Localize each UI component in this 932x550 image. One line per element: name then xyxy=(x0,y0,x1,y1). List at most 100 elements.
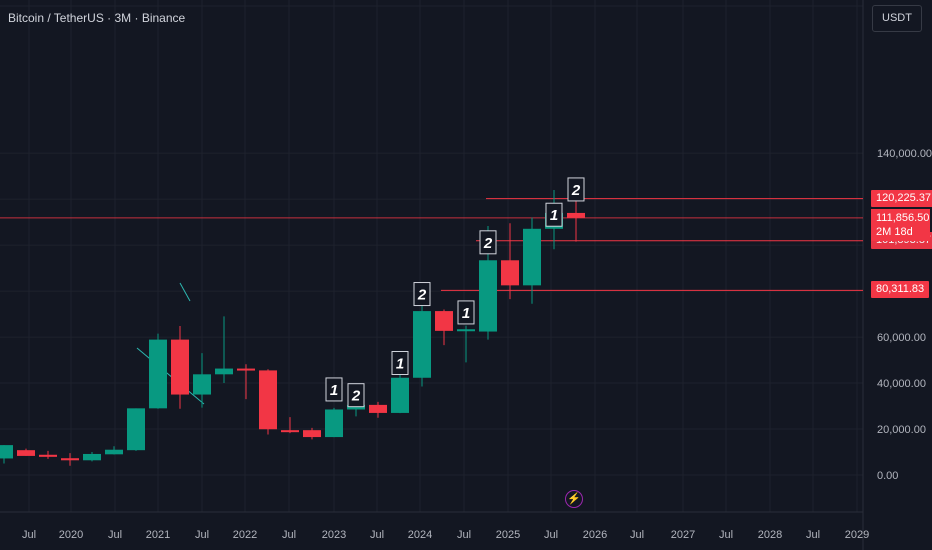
price-tick-label: 40,000.00 xyxy=(877,378,926,390)
candle-body xyxy=(0,445,13,459)
candle-body xyxy=(567,212,585,218)
lightning-icon[interactable]: ⚡ xyxy=(565,490,583,508)
candle-body xyxy=(83,453,101,461)
level-low-tag: 80,311.83 xyxy=(871,281,930,299)
candle[interactable] xyxy=(237,364,255,400)
wave-label[interactable]: 2 xyxy=(413,282,431,307)
time-tick-label: Jul xyxy=(370,529,384,541)
candle[interactable] xyxy=(391,372,409,414)
candle[interactable] xyxy=(171,326,189,409)
candle[interactable] xyxy=(17,448,35,456)
symbol-title[interactable]: Bitcoin / TetherUS · 3M · Binance xyxy=(8,11,186,25)
time-tick-label: 2029 xyxy=(845,529,869,541)
candle[interactable] xyxy=(193,353,211,408)
wave-label-text: 1 xyxy=(330,382,338,399)
time-tick-label: 2021 xyxy=(146,529,170,541)
wave-label[interactable]: 1 xyxy=(457,300,475,325)
countdown-label: 2M 18d xyxy=(876,225,913,238)
time-tick-label: Jul xyxy=(108,529,122,541)
candle-body xyxy=(193,374,211,395)
candle-body xyxy=(281,430,299,433)
candle-body xyxy=(17,450,35,456)
candle-body xyxy=(105,449,123,455)
candle-body xyxy=(61,458,79,461)
candle-body xyxy=(523,228,541,286)
candle-body xyxy=(39,454,57,457)
wave-label[interactable]: 2 xyxy=(479,230,497,255)
candle[interactable] xyxy=(127,408,145,451)
candle-body xyxy=(413,311,431,378)
time-tick-label: 2027 xyxy=(671,529,695,541)
wave-label-box xyxy=(391,351,409,376)
candle-body xyxy=(237,368,255,371)
time-tick-label: 2028 xyxy=(758,529,782,541)
candle-body xyxy=(391,377,409,413)
current-price-tag: 111,856.50 2M 18d xyxy=(871,208,930,241)
candle-body xyxy=(325,409,343,438)
time-tick-label: Jul xyxy=(282,529,296,541)
wave-label-box xyxy=(457,300,475,325)
wave-label-text: 1 xyxy=(396,356,404,373)
candle[interactable] xyxy=(61,453,79,466)
wave-label-box xyxy=(325,377,343,402)
candle[interactable] xyxy=(501,223,519,300)
time-tick-label: 2025 xyxy=(496,529,520,541)
candle[interactable] xyxy=(325,407,343,438)
wave-label[interactable]: 1 xyxy=(325,377,343,402)
wave-label-box xyxy=(545,202,563,227)
wave-label[interactable]: 1 xyxy=(545,202,563,227)
time-tick-label: 2022 xyxy=(233,529,257,541)
wave-label[interactable]: 2 xyxy=(347,383,365,408)
candle-body xyxy=(259,370,277,430)
wave-label-box xyxy=(347,383,365,408)
wave-label-text: 1 xyxy=(550,207,558,224)
wave-label-text: 2 xyxy=(417,287,427,304)
wave-label[interactable]: 2 xyxy=(567,177,585,202)
wave-label-text: 2 xyxy=(483,235,493,252)
time-tick-label: Jul xyxy=(544,529,558,541)
candle-body xyxy=(149,339,167,409)
wave-label-box xyxy=(567,177,585,202)
candle[interactable] xyxy=(105,446,123,455)
wave-label-text: 2 xyxy=(351,388,361,405)
candle-body xyxy=(303,430,321,438)
candle-body xyxy=(127,408,145,451)
time-tick-label: 2024 xyxy=(408,529,432,541)
trend-line[interactable] xyxy=(179,282,191,302)
candle-body xyxy=(215,368,233,375)
wave-label[interactable]: 1 xyxy=(391,351,409,376)
price-tick-label: 20,000.00 xyxy=(877,424,926,436)
candle-body xyxy=(501,260,519,286)
candle[interactable] xyxy=(0,445,13,464)
candle[interactable] xyxy=(413,305,431,387)
currency-button[interactable]: USDT xyxy=(872,5,922,32)
candle[interactable] xyxy=(523,217,541,304)
candle-body xyxy=(369,404,387,413)
candle[interactable] xyxy=(281,417,299,434)
candle-body xyxy=(479,260,497,332)
candle[interactable] xyxy=(149,333,167,409)
candle[interactable] xyxy=(215,316,233,384)
trend-line[interactable] xyxy=(136,347,205,405)
time-tick-label: 2026 xyxy=(583,529,607,541)
wave-label-text: 1 xyxy=(462,305,470,322)
candle[interactable] xyxy=(457,325,475,363)
time-tick-label: Jul xyxy=(457,529,471,541)
candle[interactable] xyxy=(39,450,57,459)
wave-label-box xyxy=(413,282,431,307)
price-tick-label: 0.00 xyxy=(877,470,898,482)
candle[interactable] xyxy=(435,309,453,346)
price-tick-label: 60,000.00 xyxy=(877,332,926,344)
time-tick-label: Jul xyxy=(806,529,820,541)
candle[interactable] xyxy=(259,369,277,435)
time-tick-label: Jul xyxy=(22,529,36,541)
current-price-label: 111,856.50 xyxy=(876,211,930,224)
candle[interactable] xyxy=(303,427,321,440)
candle-body xyxy=(171,339,189,395)
time-tick-label: Jul xyxy=(630,529,644,541)
time-tick-label: 2023 xyxy=(322,529,346,541)
candle[interactable] xyxy=(369,401,387,418)
level-high-tag: 120,225.37 xyxy=(871,189,932,207)
candle[interactable] xyxy=(83,452,101,462)
